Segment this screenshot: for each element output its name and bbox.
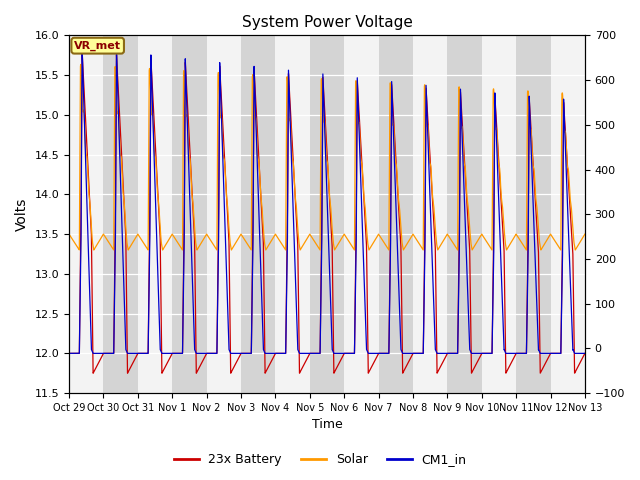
X-axis label: Time: Time [312,419,342,432]
Bar [138,36,172,393]
Bar [378,36,413,393]
Y-axis label: Volts: Volts [15,198,29,231]
Bar [447,36,482,393]
Bar [310,36,344,393]
Bar [344,36,378,393]
Legend: 23x Battery, Solar, CM1_in: 23x Battery, Solar, CM1_in [168,448,472,471]
Bar [550,36,585,393]
Bar [104,36,138,393]
Bar [69,36,104,393]
Title: System Power Voltage: System Power Voltage [241,15,412,30]
Text: VR_met: VR_met [74,40,121,51]
Bar [207,36,241,393]
Bar [516,36,550,393]
Bar [241,36,275,393]
Bar [413,36,447,393]
Bar [172,36,207,393]
Bar [482,36,516,393]
Bar [275,36,310,393]
